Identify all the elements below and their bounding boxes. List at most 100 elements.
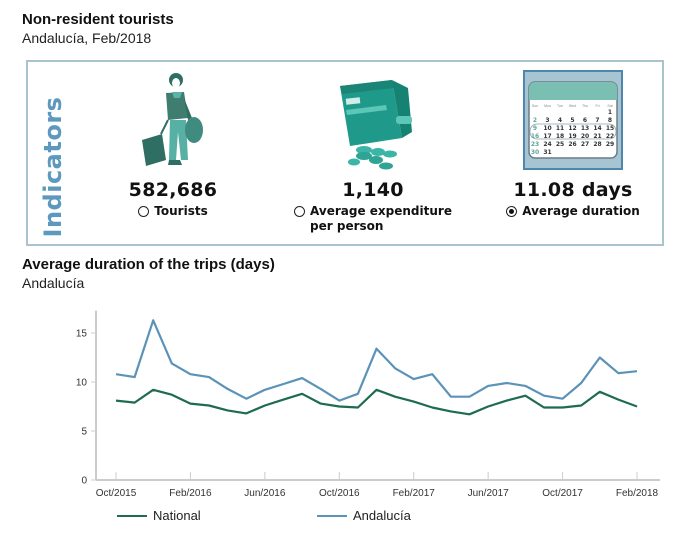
indicator-expenditure[interactable]: 1,140 Average expenditure per person: [283, 68, 463, 234]
calendar-day: 25: [556, 141, 564, 148]
x-tick-label: Oct/2016: [319, 488, 360, 499]
data-point[interactable]: [429, 371, 435, 377]
data-point[interactable]: [634, 404, 640, 410]
data-point[interactable]: [262, 387, 268, 393]
tourists-radio[interactable]: [138, 206, 150, 217]
legend-swatch-national: [117, 514, 147, 517]
calendar-day: 4: [558, 117, 562, 124]
calendar-weekday: Tue: [557, 104, 563, 108]
calendar-day: 13: [581, 125, 589, 132]
data-point[interactable]: [225, 407, 231, 413]
calendar-day: 8: [608, 117, 612, 124]
data-point[interactable]: [597, 389, 603, 395]
x-tick-label: Oct/2015: [96, 488, 137, 499]
legend-item-andalucia[interactable]: Andalucía: [317, 508, 411, 523]
data-point[interactable]: [467, 411, 473, 417]
data-point[interactable]: [206, 374, 212, 380]
data-point[interactable]: [150, 317, 156, 323]
y-tick-label: 5: [81, 427, 87, 438]
data-point[interactable]: [374, 346, 380, 352]
calendar-day: 30: [531, 149, 539, 156]
calendar-day: 15: [606, 125, 614, 132]
calendar-day: 12: [568, 125, 576, 132]
data-point[interactable]: [225, 386, 231, 392]
data-point[interactable]: [485, 404, 491, 410]
wallet-icon: [328, 68, 418, 173]
data-point[interactable]: [243, 396, 249, 402]
y-tick-label: 15: [76, 329, 88, 340]
data-point[interactable]: [411, 399, 417, 405]
data-point[interactable]: [132, 400, 138, 406]
data-point[interactable]: [597, 355, 603, 361]
data-point[interactable]: [336, 404, 342, 410]
data-point[interactable]: [467, 394, 473, 400]
data-point[interactable]: [280, 397, 286, 403]
traveler-icon: [128, 68, 218, 173]
x-tick-label: Feb/2018: [616, 488, 659, 499]
data-point[interactable]: [355, 391, 361, 397]
data-point[interactable]: [578, 380, 584, 386]
calendar-day: 7: [595, 117, 599, 124]
data-point[interactable]: [560, 404, 566, 410]
data-point[interactable]: [522, 393, 528, 399]
indicator-tourists[interactable]: 582,686 Tourists: [83, 68, 263, 219]
data-point[interactable]: [392, 365, 398, 371]
data-point[interactable]: [262, 403, 268, 409]
data-point[interactable]: [485, 383, 491, 389]
data-point[interactable]: [280, 381, 286, 387]
data-point[interactable]: [318, 401, 324, 407]
data-point[interactable]: [243, 410, 249, 416]
data-point[interactable]: [522, 383, 528, 389]
data-point[interactable]: [560, 396, 566, 402]
data-point[interactable]: [187, 401, 193, 407]
calendar-day: 28: [593, 141, 601, 148]
calendar-weekday: Fri: [595, 104, 599, 108]
duration-radio[interactable]: [506, 206, 518, 217]
data-point[interactable]: [411, 376, 417, 382]
data-point[interactable]: [429, 404, 435, 410]
calendar-day: 23: [531, 141, 539, 148]
data-point[interactable]: [448, 408, 454, 414]
duration-label: Average duration: [522, 204, 640, 218]
data-point[interactable]: [541, 393, 547, 399]
data-point[interactable]: [113, 371, 119, 377]
legend-item-national[interactable]: National: [117, 508, 201, 523]
series-line-andalucia[interactable]: [115, 319, 638, 402]
data-point[interactable]: [504, 380, 510, 386]
data-point[interactable]: [336, 398, 342, 404]
indicator-duration[interactable]: Sun Mon Tue Wed Thu Fri Sat 1 2 3 4 5 6 7 8 9 10 11 12 13 14…: [483, 68, 663, 219]
data-point[interactable]: [150, 387, 156, 393]
data-point[interactable]: [504, 398, 510, 404]
data-point[interactable]: [206, 403, 212, 409]
data-point[interactable]: [448, 394, 454, 400]
expenditure-radio[interactable]: [294, 206, 306, 217]
data-point[interactable]: [634, 368, 640, 374]
tourists-value: 582,686: [128, 179, 218, 201]
calendar-day: 1: [608, 109, 612, 116]
series-line-national[interactable]: [115, 388, 638, 416]
calendar-weekday: Wed: [569, 104, 576, 108]
data-point[interactable]: [132, 374, 138, 380]
data-point[interactable]: [578, 403, 584, 409]
calendar-day: 24: [543, 141, 551, 148]
data-point[interactable]: [615, 397, 621, 403]
calendar-day: 16: [531, 133, 539, 140]
data-point[interactable]: [355, 404, 361, 410]
indicators-panel: Indicators 582,686 Tourists: [26, 60, 664, 246]
data-point[interactable]: [187, 371, 193, 377]
data-point[interactable]: [169, 360, 175, 366]
y-tick-label: 0: [81, 476, 87, 487]
tourists-label: Tourists: [154, 204, 208, 218]
data-point[interactable]: [392, 394, 398, 400]
data-point[interactable]: [615, 370, 621, 376]
data-point[interactable]: [113, 398, 119, 404]
data-point[interactable]: [169, 392, 175, 398]
indicators-heading: Indicators: [39, 96, 67, 238]
data-point[interactable]: [299, 391, 305, 397]
data-point[interactable]: [374, 387, 380, 393]
data-point[interactable]: [299, 375, 305, 381]
data-point[interactable]: [318, 386, 324, 392]
calendar-day: 26: [568, 141, 576, 148]
legend-label-andalucia: Andalucía: [353, 508, 411, 523]
data-point[interactable]: [541, 404, 547, 410]
